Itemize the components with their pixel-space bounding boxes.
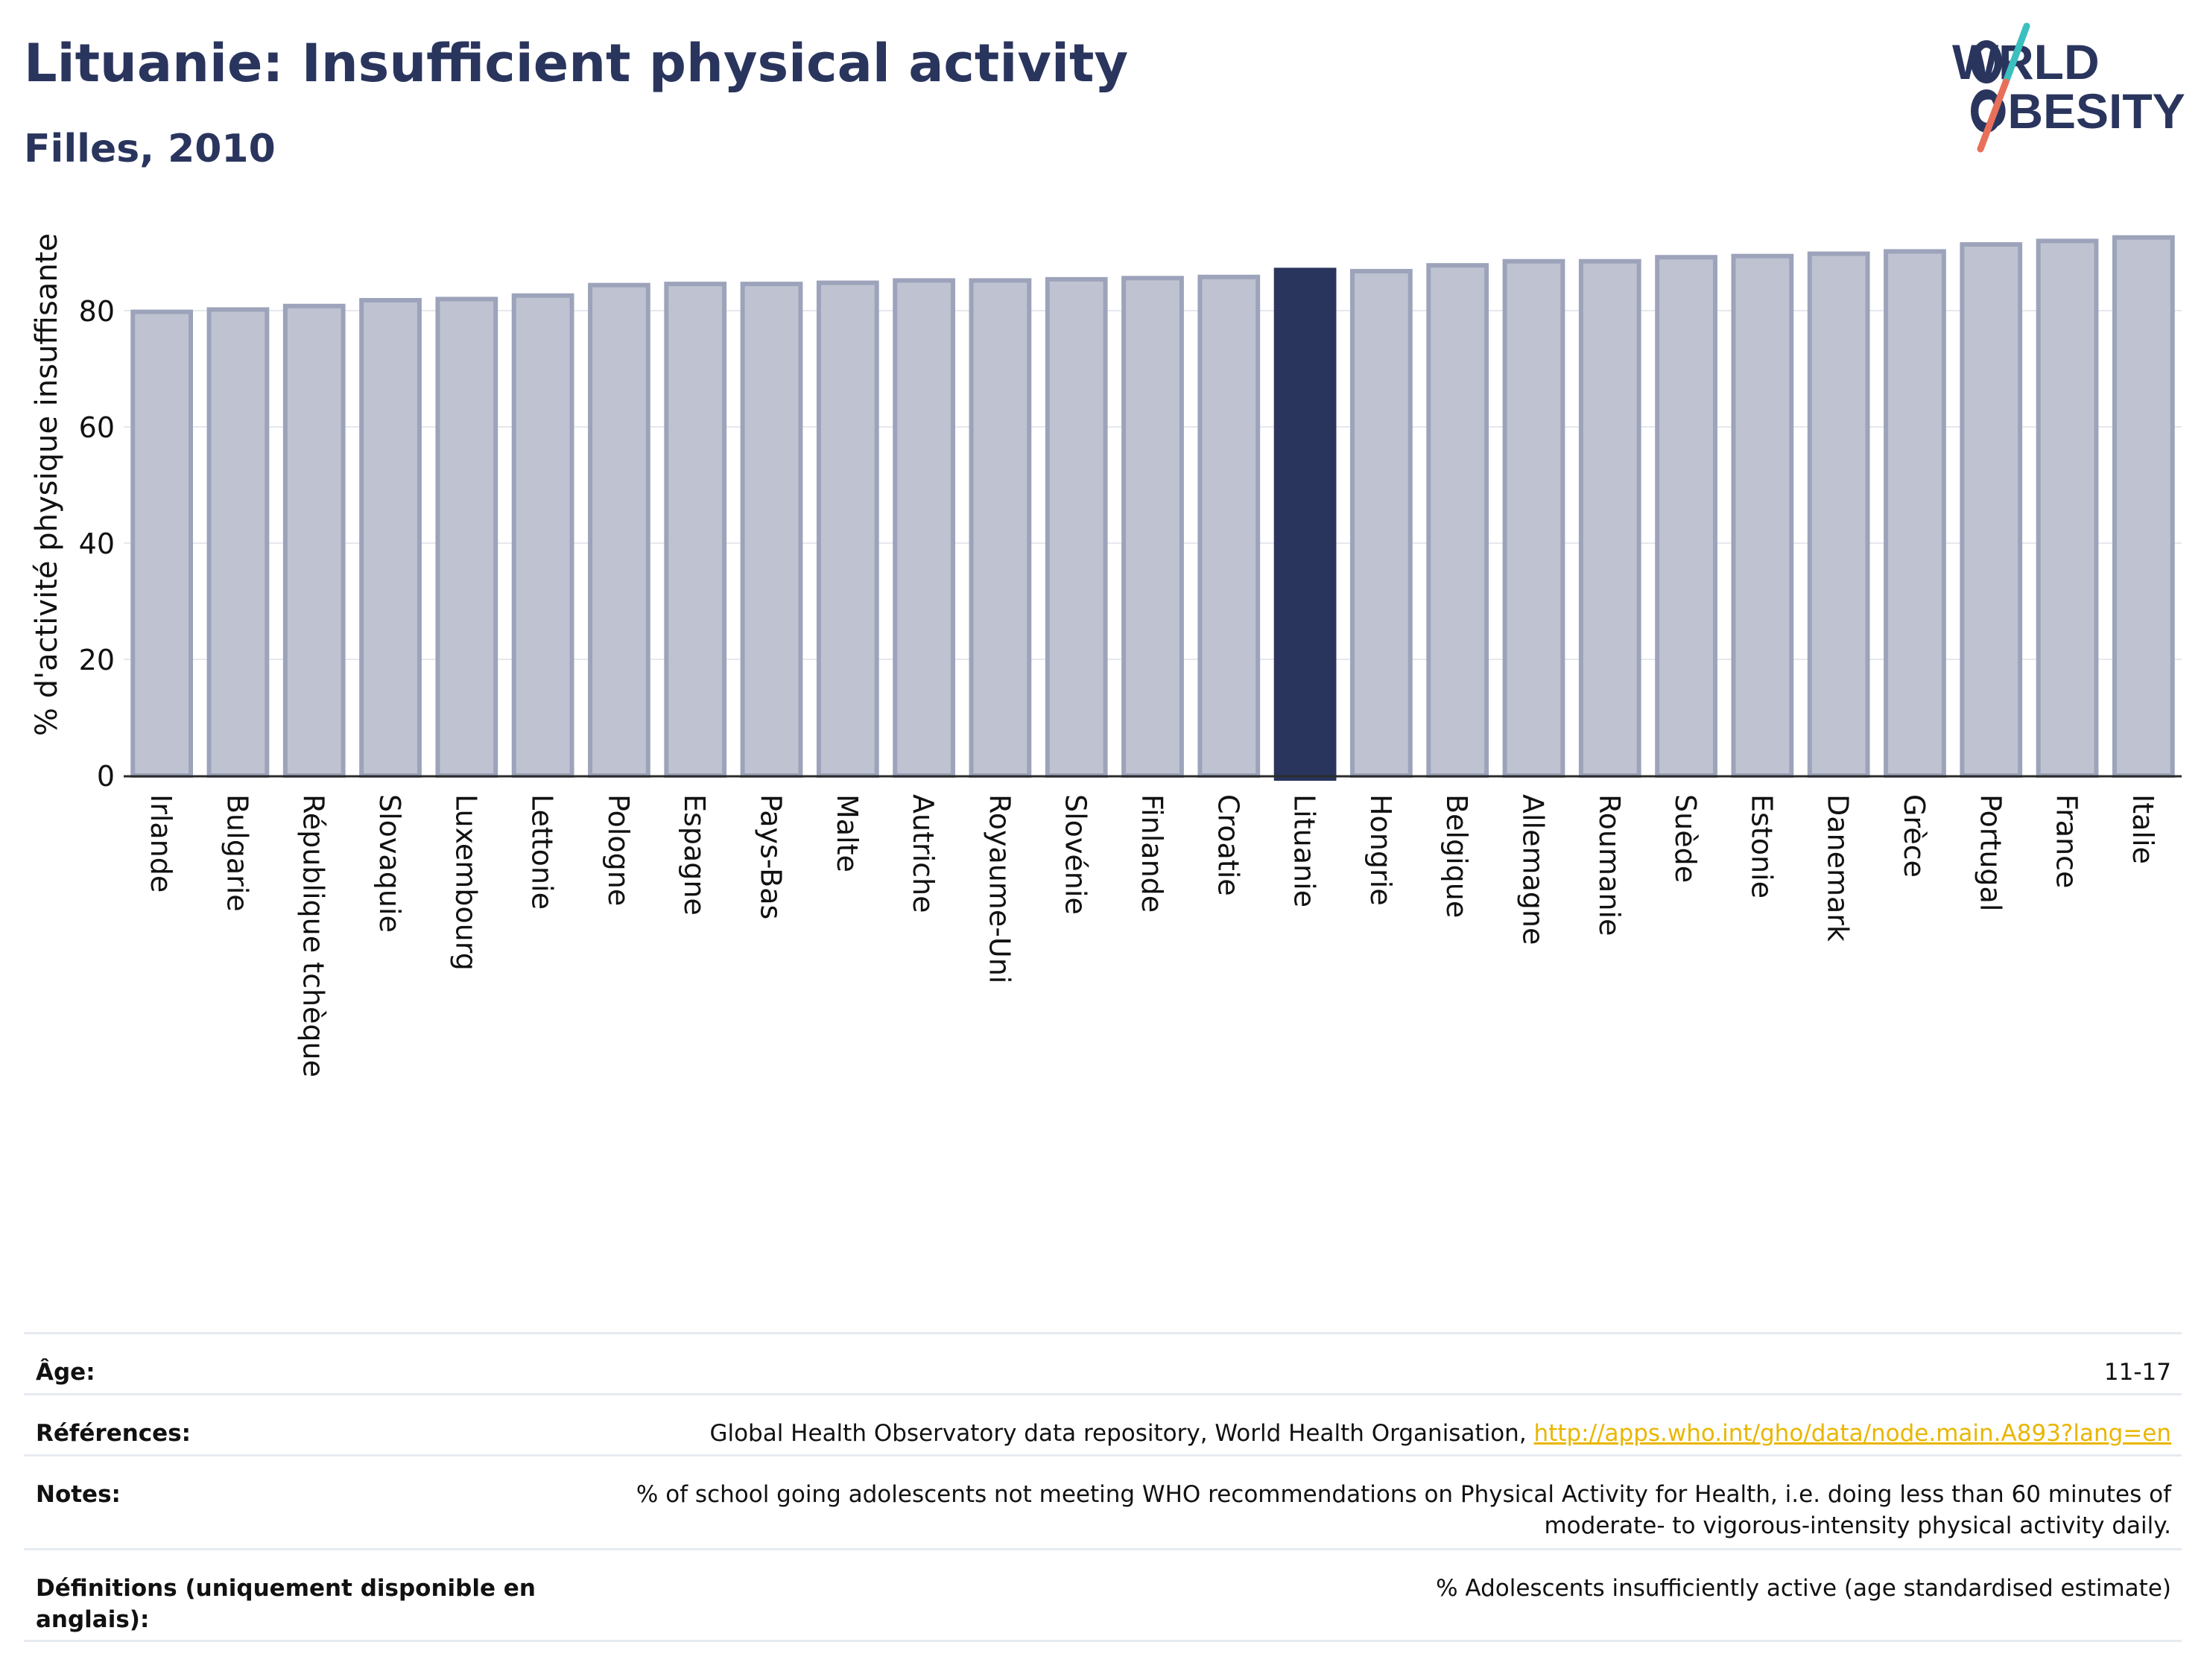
- bar-lituanie: [1273, 267, 1337, 781]
- bar-irlande: [130, 309, 194, 778]
- references-text: Global Health Observatory data repositor…: [709, 1420, 1534, 1447]
- bar-bulgarie: [206, 307, 270, 778]
- x-tick-label: Croatie: [1212, 794, 1244, 896]
- metadata-table: Âge: 11-17 Références: Global Health Obs…: [24, 1332, 2182, 1642]
- x-tick-label: Suède: [1669, 794, 1702, 883]
- bar-slovaquie: [359, 297, 422, 778]
- y-tick-label: 40: [79, 527, 115, 560]
- bar-estonie: [1731, 253, 1794, 778]
- y-tick-label: 20: [79, 644, 115, 676]
- x-tick-label: Grèce: [1898, 794, 1931, 878]
- meta-row-references: Références: Global Health Observatory da…: [24, 1393, 2182, 1454]
- x-tick-label: Portugal: [1974, 794, 2007, 911]
- x-tick-label: Roumanie: [1593, 794, 1626, 936]
- x-tick-label: Lituanie: [1288, 794, 1321, 907]
- bar-suède: [1655, 255, 1717, 778]
- x-tick-label: Estonie: [1745, 794, 1778, 898]
- bars: [130, 235, 2175, 781]
- x-tick-label: Belgique: [1440, 794, 1473, 918]
- bar-espagne: [664, 282, 727, 778]
- bar-roumanie: [1578, 259, 1641, 778]
- bar-france: [2036, 238, 2099, 778]
- y-axis-label: % d'activité physique insuffisante: [30, 233, 64, 736]
- bar-hongrie: [1350, 268, 1413, 778]
- x-tick-label: France: [2051, 794, 2083, 888]
- x-tick-label: Lettonie: [526, 794, 559, 910]
- bar-lettonie: [511, 293, 574, 779]
- bar-république-tchèque: [282, 303, 346, 778]
- x-tick-label: Irlande: [145, 794, 177, 893]
- bar-pays-bas: [740, 282, 803, 778]
- notes-value: % of school going adolescents not meetin…: [636, 1481, 2171, 1539]
- bar-italie: [2112, 235, 2175, 779]
- x-tick-label: Slovaquie: [373, 794, 406, 933]
- x-tick-label: Autriche: [907, 794, 940, 913]
- age-value: 11-17: [2103, 1359, 2171, 1386]
- x-axis-ticks: Irlande Bulgarie République tchèque Slovaqu…: [145, 794, 2159, 1077]
- x-tick-label: Danemark: [1822, 794, 1855, 942]
- bar-portugal: [1960, 242, 2023, 778]
- bar-belgique: [1426, 263, 1489, 779]
- y-tick-label: 0: [97, 760, 115, 793]
- x-tick-label: Allemagne: [1516, 794, 1549, 945]
- meta-row-notes: Notes: % of school going adolescents not…: [24, 1454, 2182, 1548]
- y-tick-label: 80: [79, 295, 115, 328]
- x-tick-label: Bulgarie: [221, 794, 253, 912]
- bar-chart: 0 20 40 60 80 Irlande Bulgarie République tchè…: [30, 233, 2182, 1077]
- bar-malte: [816, 280, 879, 778]
- bar-royaume-uni: [969, 278, 1032, 778]
- bar-allemagne: [1502, 259, 1565, 778]
- x-tick-label: Luxembourg: [449, 794, 482, 971]
- meta-row-definitions: Définitions (uniquement disponible en an…: [24, 1548, 2182, 1642]
- bar-croatie: [1197, 274, 1261, 778]
- x-tick-label: Royaume-Uni: [983, 794, 1016, 983]
- age-label: Âge:: [36, 1359, 95, 1386]
- bar-danemark: [1807, 251, 1870, 778]
- bar-slovénie: [1045, 276, 1108, 778]
- x-tick-label: République tchèque: [297, 794, 330, 1077]
- y-tick-label: 60: [79, 411, 115, 444]
- x-tick-label: Pays-Bas: [755, 794, 788, 919]
- references-link[interactable]: http://apps.who.int/gho/data/node.main.A…: [1533, 1420, 2171, 1447]
- x-tick-label: Pologne: [602, 794, 635, 906]
- definitions-label: Définitions (uniquement disponible en an…: [36, 1575, 536, 1633]
- y-axis-ticks: 0 20 40 60 80: [79, 295, 115, 793]
- x-tick-label: Italie: [2127, 794, 2159, 864]
- x-tick-label: Hongrie: [1364, 794, 1397, 906]
- bar-finlande: [1121, 276, 1184, 778]
- bar-grèce: [1884, 249, 1946, 778]
- references-value: Global Health Observatory data repositor…: [709, 1418, 2171, 1449]
- page-subtitle: Filles, 2010: [24, 127, 276, 171]
- bar-autriche: [893, 278, 955, 778]
- page-title: Lituanie: Insufficient physical activity: [24, 33, 1129, 94]
- x-tick-label: Malte: [831, 794, 864, 872]
- x-tick-label: Espagne: [678, 794, 711, 916]
- bar-luxembourg: [435, 297, 498, 778]
- x-tick-label: Slovénie: [1060, 794, 1092, 915]
- references-label: Références:: [36, 1420, 191, 1447]
- x-tick-label: Finlande: [1136, 794, 1168, 913]
- meta-row-age: Âge: 11-17: [24, 1332, 2182, 1393]
- world-obesity-logo: W RLD OBESITY: [1952, 22, 2185, 153]
- bar-pologne: [588, 282, 650, 778]
- definitions-value: % Adolescents insufficiently active (age…: [1436, 1575, 2171, 1602]
- notes-label: Notes:: [36, 1481, 121, 1508]
